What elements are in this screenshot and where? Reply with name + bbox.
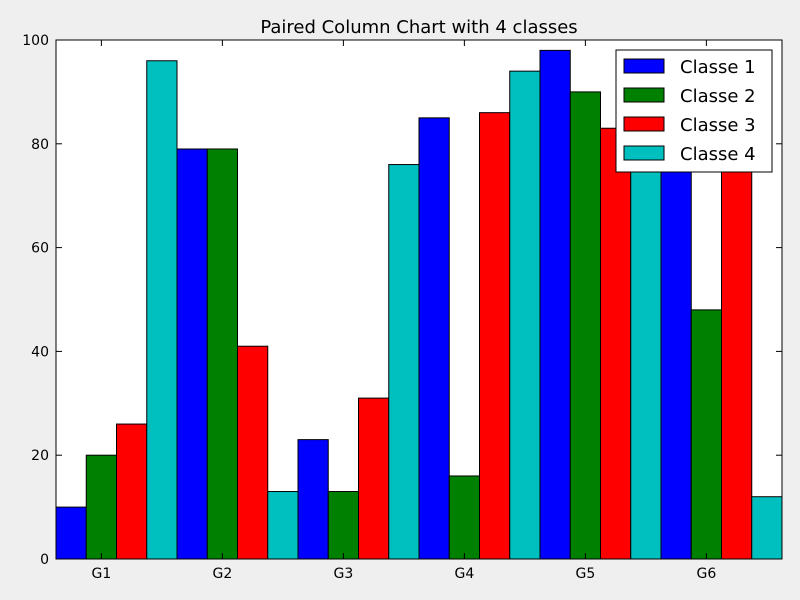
bar-g3-series-2 (328, 492, 358, 559)
legend-label-2: Classe 2 (680, 86, 756, 107)
bar-g5-series-4 (631, 144, 661, 559)
bar-g6-series-2 (691, 310, 721, 559)
bar-g6-series-1 (661, 144, 691, 559)
bar-g5-series-3 (601, 128, 631, 559)
bar-g1-series-1 (56, 507, 86, 559)
bar-g6-series-3 (722, 144, 752, 559)
bar-g1-series-4 (147, 61, 177, 559)
y-tick-label: 20 (31, 448, 49, 464)
y-tick-label: 60 (31, 241, 49, 257)
bar-g4-series-3 (480, 113, 510, 559)
bar-g1-series-3 (117, 424, 147, 559)
bar-g3-series-3 (359, 398, 389, 559)
y-tick-label: 80 (31, 137, 49, 153)
bar-g4-series-1 (419, 118, 449, 559)
bar-g5-series-1 (540, 50, 570, 559)
y-tick-label: 100 (22, 33, 49, 49)
x-tick-label: G2 (212, 566, 232, 582)
bar-g4-series-4 (510, 71, 540, 559)
x-tick-label: G5 (575, 566, 595, 582)
legend-swatch-3 (624, 117, 664, 131)
bar-g2-series-2 (207, 149, 237, 559)
bar-g3-series-4 (389, 165, 419, 559)
legend-label-3: Classe 3 (680, 115, 756, 136)
bar-g3-series-1 (298, 440, 328, 559)
x-tick-label: G1 (91, 566, 111, 582)
x-tick-label: G4 (454, 566, 474, 582)
legend: Classe 1 Classe 2 Classe 3 Classe 4 (616, 50, 772, 172)
bar-g1-series-2 (86, 455, 116, 559)
bar-g2-series-4 (268, 492, 298, 559)
chart-title: Paired Column Chart with 4 classes (260, 17, 577, 38)
legend-label-1: Classe 1 (680, 57, 756, 78)
bar-g5-series-2 (570, 92, 600, 559)
bar-g2-series-3 (238, 346, 268, 559)
bar-g6-series-4 (752, 497, 782, 559)
legend-label-4: Classe 4 (680, 144, 756, 165)
y-tick-label: 40 (31, 344, 49, 360)
y-tick-label: 0 (40, 552, 49, 568)
legend-swatch-4 (624, 146, 664, 160)
x-tick-label: G6 (696, 566, 716, 582)
bar-g2-series-1 (177, 149, 207, 559)
bar-g4-series-2 (449, 476, 479, 559)
legend-swatch-1 (624, 59, 664, 73)
legend-swatch-2 (624, 88, 664, 102)
x-tick-label: G3 (333, 566, 353, 582)
